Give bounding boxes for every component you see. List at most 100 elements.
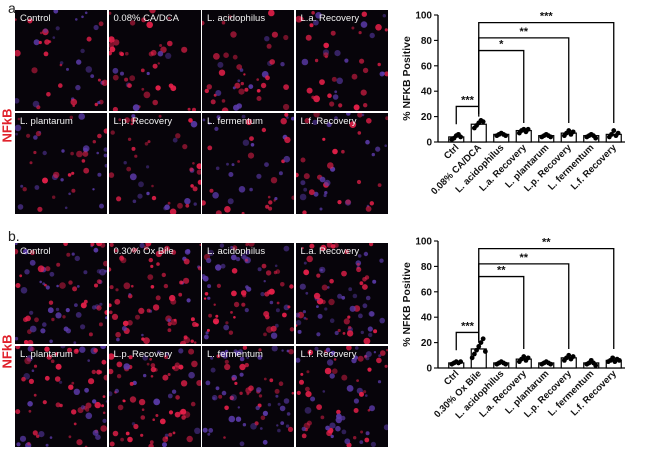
- micrograph-tile: L.a. Recovery: [295, 10, 388, 111]
- data-point: [478, 340, 484, 345]
- significance-label: ***: [461, 94, 475, 106]
- cell-field: [108, 243, 201, 344]
- y-tick-label: 40: [421, 87, 433, 98]
- micrograph-tile: L.p. Recovery: [108, 345, 201, 447]
- micrograph-label: L.a. Recovery: [300, 13, 360, 24]
- data-point: [570, 129, 576, 135]
- cell-field: [15, 243, 107, 344]
- micrograph-tile: L.f. Recovery: [295, 345, 388, 447]
- micrograph-label: L.f. Recovery: [300, 115, 357, 127]
- cell-field: [202, 112, 294, 214]
- cell-field: [202, 243, 294, 340]
- data-point: [593, 363, 599, 368]
- y-tick-label: 60: [421, 287, 433, 298]
- data-point: [616, 357, 622, 363]
- micrograph-label: Control: [20, 13, 51, 24]
- significance-bracket: [455, 105, 480, 125]
- micrograph-tile: L. acidophilus: [202, 10, 294, 111]
- y-tick-label: 20: [421, 338, 433, 349]
- cell-field: [15, 10, 107, 110]
- data-point: [482, 349, 488, 354]
- cell-field: [295, 345, 388, 447]
- significance-label: ***: [461, 320, 475, 332]
- panel-b-letter: b.: [8, 228, 20, 244]
- data-point: [474, 347, 479, 353]
- micrograph-label: L. acidophilus: [207, 13, 266, 24]
- micrograph-tile: 0.08% CA/DCA: [108, 10, 201, 111]
- micrograph-label: 0.08% CA/DCA: [113, 13, 179, 24]
- micrograph-tile: L. acidophilus: [202, 243, 294, 344]
- cell-field: [295, 243, 385, 344]
- y-tick-label: 0: [426, 138, 432, 149]
- y-tick-label: 20: [421, 112, 433, 123]
- data-point: [469, 355, 475, 361]
- y-tick-label: 100: [415, 237, 432, 248]
- cell-field: [108, 10, 196, 111]
- significance-label: ***: [540, 11, 554, 23]
- y-tick-label: 60: [421, 61, 433, 72]
- micrograph-label: L. fermentum: [207, 348, 263, 360]
- cell-field: [202, 10, 290, 111]
- significance-label: **: [519, 26, 528, 38]
- cell-field: [15, 112, 107, 212]
- significance-label: **: [519, 252, 528, 264]
- micrograph-tile: L.p. Recovery: [108, 112, 201, 214]
- significance-label: *: [499, 39, 504, 51]
- data-point: [566, 352, 572, 358]
- micrograph-tile: L.f. Recovery: [295, 112, 388, 214]
- micrograph-label: L.f. Recovery: [300, 348, 357, 360]
- panel-a-letter: a.: [8, 0, 20, 16]
- micrograph-tile: L. plantarum: [15, 345, 107, 447]
- panel-a-stain-label: NFkB: [0, 108, 15, 143]
- data-point: [525, 126, 531, 132]
- data-point: [476, 344, 482, 349]
- significance-bracket: [478, 247, 615, 349]
- data-point: [503, 133, 509, 139]
- data-point: [610, 355, 616, 361]
- cell-field: [108, 347, 201, 447]
- data-point: [566, 128, 572, 133]
- data-point: [548, 134, 554, 140]
- y-tick-label: 0: [426, 364, 432, 375]
- micrograph-tile: Control: [15, 243, 107, 344]
- micrograph-label: L. plantarum: [20, 115, 73, 127]
- y-tick-label: 80: [421, 262, 433, 273]
- micrograph-tile: L. fermentum: [202, 345, 294, 447]
- micrograph-label: L. plantarum: [20, 348, 73, 360]
- micrograph-label: L.p. Recovery: [113, 115, 173, 127]
- data-point: [503, 361, 509, 367]
- micrograph-tile: Control: [15, 10, 107, 111]
- micrograph-label: L.a. Recovery: [300, 246, 360, 257]
- y-tick-label: 100: [415, 11, 432, 22]
- panel-a-micrograph-grid: Control 0.08% CA/DCA L. acidophilus L.a. Re…: [15, 10, 388, 215]
- micrograph-label: L. acidophilus: [207, 246, 266, 257]
- significance-bracket: [478, 21, 615, 123]
- data-point: [525, 355, 531, 361]
- data-point: [458, 134, 464, 140]
- cell-field: [202, 345, 294, 446]
- data-point: [570, 354, 576, 359]
- data-point: [521, 354, 527, 359]
- cell-field: [15, 345, 107, 447]
- cell-field: [295, 112, 388, 214]
- micrograph-label: 0.30% Ox Bile: [113, 246, 174, 257]
- data-point: [615, 130, 621, 136]
- panel-b-micrograph-grid: Control 0.30% Ox Bile L. acidophilus L.a. R…: [15, 243, 388, 448]
- micrograph-label: L. fermentum: [207, 115, 263, 127]
- data-point: [609, 131, 614, 137]
- significance-label: **: [542, 237, 551, 249]
- cell-field: [295, 11, 388, 111]
- micrograph-tile: 0.30% Ox Bile: [108, 243, 201, 344]
- data-point: [611, 128, 617, 133]
- significance-label: **: [497, 265, 506, 277]
- micrograph-tile: L.a. Recovery: [295, 243, 388, 344]
- significance-bracket: [455, 331, 480, 351]
- micrograph-tile: L. plantarum: [15, 112, 107, 214]
- y-tick-label: 80: [421, 36, 433, 47]
- significance-bracket: [478, 49, 525, 123]
- data-point: [458, 359, 464, 365]
- panel-b-stain-label: NFkB: [0, 334, 15, 369]
- y-axis-label: % NFKB Positive: [401, 262, 413, 347]
